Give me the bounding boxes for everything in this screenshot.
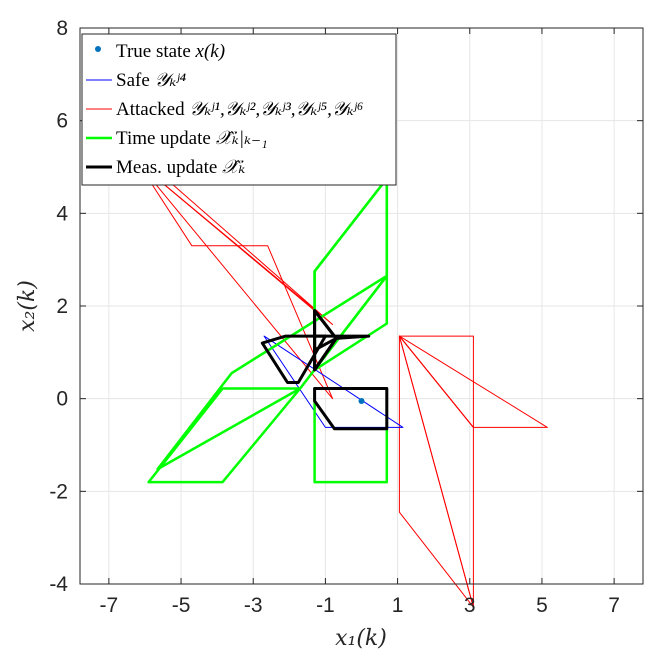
legend-label: Time update 𝒳̂ₖ|ₖ₋₁ [116, 128, 268, 149]
y-tick-label: -2 [49, 480, 68, 503]
meas-update-polygon [313, 387, 389, 431]
legend-label-math: 𝒳̂ₖ|ₖ₋₁ [216, 128, 268, 149]
true-state-point [358, 397, 365, 404]
ticks: -7 -5 -3 -1 1 3 5 7 -4 -2 0 2 4 6 8 [49, 17, 643, 617]
legend-label-math: 𝒴ₖʲ¹,𝒴ₖʲ²,𝒴ₖʲ³,𝒴ₖʲ⁵,𝒴ₖʲ⁶ [189, 99, 363, 120]
y-tick-label: 2 [56, 295, 68, 318]
x-tick-label: 3 [464, 594, 476, 617]
series-meas-update [260, 309, 389, 431]
legend-label: Attacked 𝒴ₖʲ¹,𝒴ₖʲ²,𝒴ₖʲ³,𝒴ₖʲ⁵,𝒴ₖʲ⁶ [116, 99, 363, 120]
meas-update-polygon [313, 309, 338, 372]
legend-label-text: Attacked [116, 99, 189, 120]
legend-entry-safe: Safe 𝒴ₖʲ⁴ [86, 70, 186, 91]
y-axis-label: x₂(k) [15, 280, 40, 332]
legend-label-text: Safe [116, 70, 155, 91]
legend-label: Safe 𝒴ₖʲ⁴ [116, 70, 186, 91]
legend-label-text: Meas. update [116, 157, 222, 178]
legend-label: Meas. update 𝒳̂ₖ [116, 157, 245, 178]
x-tick-label: -1 [316, 594, 335, 617]
meas-update-polygon [260, 334, 327, 384]
attacked-polygon [137, 161, 334, 400]
x-tick-label: 7 [608, 594, 620, 617]
legend-label: True state x(k) [116, 41, 225, 62]
legend-label-text: Time update [116, 128, 216, 149]
legend-label-math: 𝒳̂ₖ [222, 157, 245, 178]
y-tick-label: 0 [56, 388, 68, 411]
x-tick-label: 1 [392, 594, 404, 617]
y-tick-label: 8 [56, 17, 68, 40]
legend-entry-meas-update: Meas. update 𝒳̂ₖ [86, 157, 245, 178]
legend-box [81, 33, 397, 186]
x-axis-label: x₁(k) [335, 626, 387, 651]
y-tick-label: 6 [56, 110, 68, 133]
attacked-polygon [398, 335, 474, 608]
legend-entry-time-update: Time update 𝒳̂ₖ|ₖ₋₁ [86, 128, 268, 149]
x-tick-label: -7 [100, 594, 119, 617]
legend: True state x(k) Safe 𝒴ₖʲ⁴ Attacked 𝒴ₖʲ¹,𝒴ₖ… [81, 33, 397, 186]
y-tick-label: 4 [56, 202, 68, 225]
legend-label-text: True state [116, 41, 196, 62]
legend-label-math: x(k) [195, 41, 226, 62]
legend-label-math: 𝒴ₖʲ⁴ [155, 70, 187, 91]
series-true-state [358, 397, 365, 404]
legend-entry-attacked: Attacked 𝒴ₖʲ¹,𝒴ₖʲ²,𝒴ₖʲ³,𝒴ₖʲ⁵,𝒴ₖʲ⁶ [86, 99, 363, 120]
x-tick-label: -5 [172, 594, 191, 617]
legend-marker [95, 46, 101, 52]
x-tick-label: -3 [244, 594, 263, 617]
y-tick-label: -4 [49, 573, 68, 596]
legend-entry-true-state: True state x(k) [95, 41, 225, 62]
x-tick-label: 5 [536, 594, 548, 617]
